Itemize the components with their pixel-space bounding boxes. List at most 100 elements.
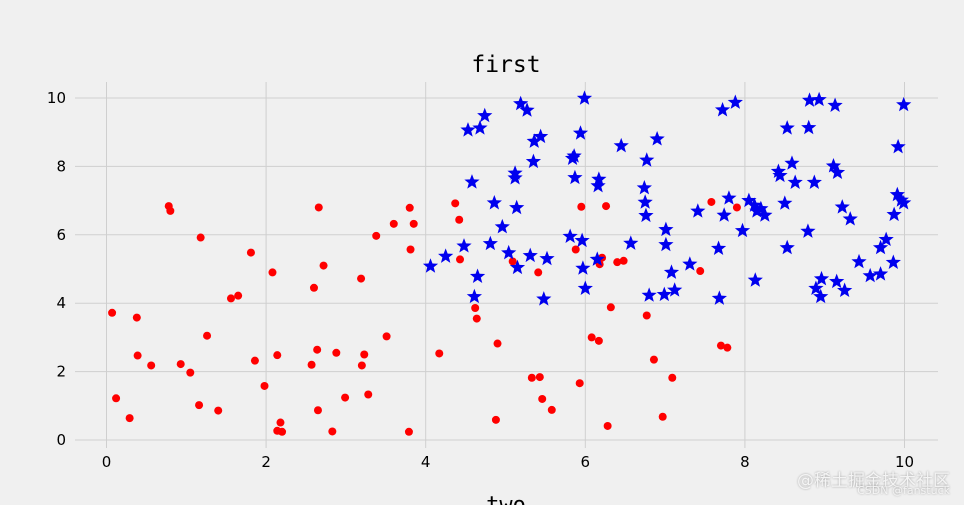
- data-point-star: [494, 218, 510, 234]
- data-point-circle: [723, 343, 732, 352]
- data-point-star: [747, 272, 763, 287]
- data-point-circle: [602, 202, 611, 211]
- data-point-circle: [493, 339, 502, 348]
- data-point-circle: [472, 314, 481, 323]
- data-point-circle: [273, 351, 282, 360]
- data-point-star: [806, 174, 822, 189]
- chart-title: first: [471, 52, 540, 78]
- data-point-star: [885, 254, 901, 269]
- data-point-circle: [456, 255, 465, 264]
- data-point-circle: [535, 373, 544, 382]
- series-red-circles: [108, 197, 741, 436]
- data-point-star: [753, 200, 769, 216]
- data-point-circle: [246, 248, 255, 257]
- data-point-star: [638, 207, 654, 223]
- y-tick-label: 10: [47, 89, 66, 107]
- data-point-star: [577, 280, 593, 295]
- data-point-circle: [603, 421, 612, 430]
- data-point-star: [533, 128, 549, 144]
- data-point-circle: [313, 345, 322, 354]
- data-point-star: [813, 288, 829, 304]
- data-point-star: [779, 120, 795, 135]
- data-point-star: [536, 291, 552, 306]
- data-point-star: [808, 280, 824, 295]
- data-point-star: [469, 268, 486, 283]
- data-point-star: [513, 95, 529, 111]
- data-point-star: [842, 211, 858, 226]
- data-point-circle: [389, 219, 398, 228]
- data-point-star: [749, 203, 765, 218]
- data-point-circle: [226, 294, 235, 303]
- x-tick-label: 2: [261, 453, 271, 471]
- data-point-star: [741, 192, 757, 208]
- y-tick-label: 8: [56, 157, 66, 175]
- data-point-circle: [108, 308, 117, 317]
- data-point-circle: [357, 361, 366, 370]
- data-point-star: [509, 199, 525, 215]
- data-point-circle: [538, 394, 547, 403]
- data-point-star: [649, 131, 665, 146]
- data-point-star: [507, 165, 523, 180]
- data-point-star: [574, 232, 590, 248]
- data-point-star: [422, 258, 439, 273]
- data-point-circle: [147, 361, 156, 370]
- data-point-circle: [658, 412, 667, 421]
- data-point-circle: [571, 245, 580, 254]
- data-point-star: [827, 97, 843, 112]
- data-point-star: [525, 153, 542, 169]
- data-point-star: [464, 174, 480, 189]
- data-point-star: [509, 259, 526, 275]
- data-point-star: [716, 207, 732, 222]
- data-point-star: [539, 250, 555, 266]
- x-axis-ticks: 0 2 4 6 8 10: [102, 453, 914, 471]
- data-point-star: [896, 194, 912, 210]
- data-point-star: [770, 163, 787, 178]
- data-point-star: [889, 186, 905, 202]
- data-point-star: [813, 270, 830, 286]
- data-point-star: [466, 288, 482, 304]
- data-point-star: [746, 197, 763, 212]
- data-point-circle: [382, 332, 391, 341]
- data-point-star: [658, 221, 674, 237]
- data-point-star: [784, 155, 800, 170]
- y-tick-label: 2: [56, 363, 66, 381]
- data-point-star: [714, 101, 731, 117]
- data-point-circle: [309, 283, 318, 292]
- data-point-circle: [619, 256, 628, 265]
- data-point-circle: [364, 390, 373, 399]
- data-point-star: [526, 133, 542, 148]
- data-point-star: [779, 239, 795, 255]
- data-point-circle: [435, 349, 444, 358]
- data-point-circle: [278, 427, 287, 436]
- data-point-star: [757, 207, 773, 222]
- data-point-circle: [547, 405, 556, 414]
- data-point-star: [834, 199, 850, 214]
- data-point-circle: [260, 381, 269, 390]
- data-point-circle: [642, 311, 651, 320]
- data-point-circle: [125, 414, 134, 423]
- data-point-circle: [357, 274, 366, 283]
- data-point-star: [721, 190, 737, 205]
- data-point-circle: [176, 360, 185, 369]
- data-point-circle: [372, 231, 381, 240]
- data-point-circle: [276, 418, 285, 427]
- y-axis-ticks: 0 2 4 6 8 10: [47, 89, 66, 449]
- data-point-star: [575, 260, 591, 275]
- data-point-star: [613, 137, 629, 153]
- data-point-circle: [112, 394, 121, 403]
- data-point-circle: [404, 427, 413, 436]
- data-point-circle: [575, 379, 584, 388]
- data-point-star: [829, 273, 845, 289]
- series-blue-stars: [422, 90, 912, 306]
- data-point-circle: [360, 350, 369, 359]
- data-point-star: [562, 228, 578, 243]
- data-point-star: [893, 192, 909, 207]
- data-point-star: [572, 125, 589, 140]
- data-point-star: [862, 267, 878, 283]
- data-point-star: [777, 195, 793, 210]
- data-point-circle: [234, 291, 243, 300]
- data-point-circle: [328, 427, 337, 436]
- data-point-star: [507, 170, 523, 185]
- data-point-star: [637, 194, 653, 209]
